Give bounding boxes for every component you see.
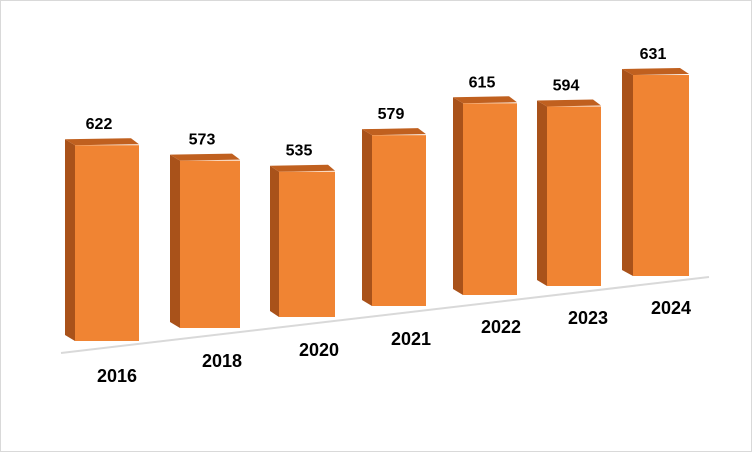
bar-top-2021: [362, 128, 426, 136]
x-tick-label-2018: 2018: [202, 351, 242, 371]
bar-side-2022: [453, 97, 463, 295]
bar-side-2024: [622, 69, 633, 277]
data-label-2020: 535: [286, 143, 313, 160]
bar-side-2020: [270, 165, 279, 317]
data-label-2023: 594: [553, 77, 580, 94]
x-tick-label-2020: 2020: [299, 340, 339, 360]
data-label-2018: 573: [189, 132, 216, 149]
bar-2016: [75, 145, 139, 341]
bar-top-2018: [170, 153, 240, 161]
bar-2024: [633, 75, 689, 277]
bar-2022: [463, 103, 517, 295]
floor-line: [60, 276, 710, 354]
bar-top-2024: [622, 68, 689, 76]
x-tick-labels-group: 2016 2018 2020 2021 2022 2023 2024: [97, 298, 691, 386]
bar-top-2022: [453, 96, 517, 104]
bar-side-2016: [65, 139, 75, 341]
bars-group: [65, 68, 689, 341]
x-tick-label-2023: 2023: [568, 308, 608, 328]
bar-top-2020: [270, 164, 335, 172]
x-tick-label-2024: 2024: [651, 298, 691, 318]
x-tick-label-2022: 2022: [481, 317, 521, 337]
bar-side-2023: [537, 100, 547, 286]
data-label-2024: 631: [640, 46, 667, 63]
bar-2023: [547, 106, 601, 286]
data-label-2021: 579: [378, 106, 405, 123]
x-tick-label-2021: 2021: [391, 329, 431, 349]
bar-2021: [372, 135, 426, 306]
x-tick-label-2016: 2016: [97, 366, 137, 386]
bar-2018: [180, 160, 240, 328]
bar-side-2021: [362, 129, 372, 306]
data-labels-group: 622 573 535 579 615 594 631: [86, 46, 667, 160]
data-label-2022: 615: [469, 74, 496, 91]
bar-top-2016: [65, 138, 139, 146]
data-label-2016: 622: [86, 116, 113, 133]
bar-2020: [279, 171, 335, 317]
bar-top-2023: [537, 99, 601, 107]
bar-side-2018: [170, 154, 180, 328]
